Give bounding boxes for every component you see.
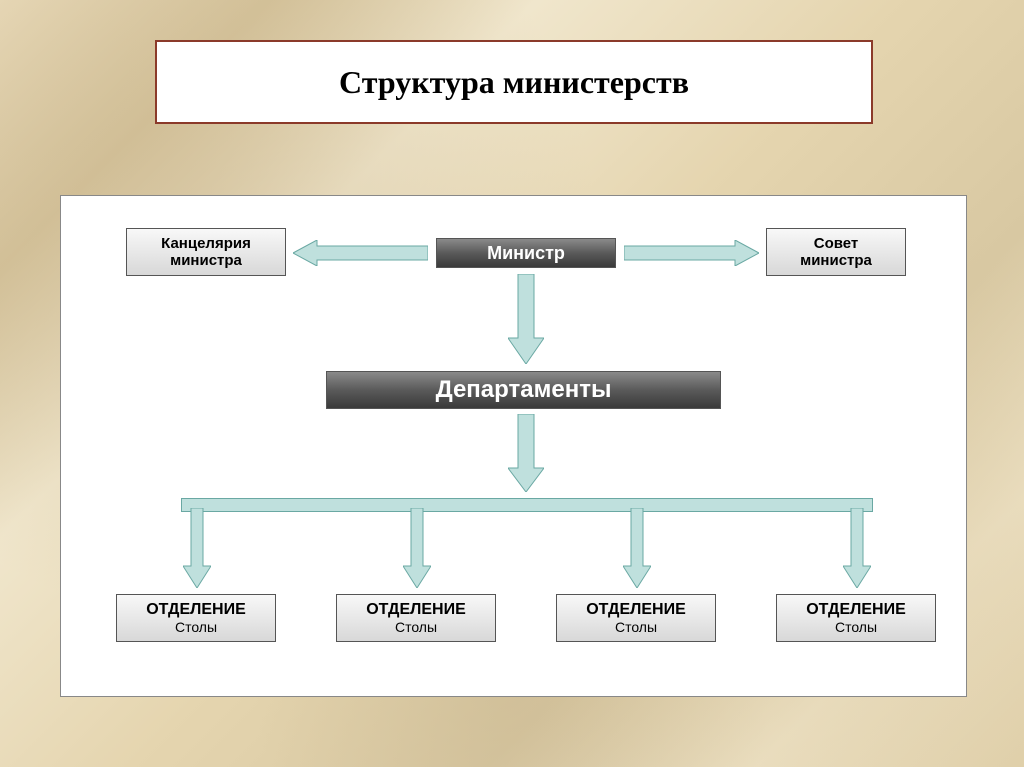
arrow-down-1 bbox=[508, 274, 544, 364]
node-dept-2: ОТДЕЛЕНИЕ Столы bbox=[336, 594, 496, 642]
label-chancellery-bottom: министра bbox=[170, 252, 242, 269]
title-box: Структура министерств bbox=[155, 40, 873, 124]
label-council-top: Совет bbox=[814, 235, 859, 252]
page-title: Структура министерств bbox=[339, 64, 689, 101]
node-dept-3: ОТДЕЛЕНИЕ Столы bbox=[556, 594, 716, 642]
org-chart: Министр Канцелярия министра Совет минист… bbox=[60, 195, 967, 697]
arrow-dept-3 bbox=[623, 508, 651, 588]
node-dept-4: ОТДЕЛЕНИЕ Столы bbox=[776, 594, 936, 642]
label-minister: Министр bbox=[487, 243, 565, 264]
label-departments: Департаменты bbox=[436, 376, 612, 404]
label-dept3-bottom: Столы bbox=[615, 619, 657, 635]
node-minister: Министр bbox=[436, 238, 616, 268]
arrow-right bbox=[624, 240, 759, 266]
arrow-dept-4 bbox=[843, 508, 871, 588]
label-dept3-top: ОТДЕЛЕНИЕ bbox=[586, 601, 686, 619]
label-dept2-top: ОТДЕЛЕНИЕ bbox=[366, 601, 466, 619]
arrow-left bbox=[293, 240, 428, 266]
label-chancellery-top: Канцелярия bbox=[161, 235, 251, 252]
label-dept4-top: ОТДЕЛЕНИЕ bbox=[806, 601, 906, 619]
label-dept1-bottom: Столы bbox=[175, 619, 217, 635]
label-dept1-top: ОТДЕЛЕНИЕ bbox=[146, 601, 246, 619]
node-council: Совет министра bbox=[766, 228, 906, 276]
arrow-dept-2 bbox=[403, 508, 431, 588]
arrow-dept-1 bbox=[183, 508, 211, 588]
node-departments: Департаменты bbox=[326, 371, 721, 409]
label-council-bottom: министра bbox=[800, 252, 872, 269]
distribution-line bbox=[181, 498, 873, 512]
node-chancellery: Канцелярия министра bbox=[126, 228, 286, 276]
label-dept4-bottom: Столы bbox=[835, 619, 877, 635]
node-dept-1: ОТДЕЛЕНИЕ Столы bbox=[116, 594, 276, 642]
label-dept2-bottom: Столы bbox=[395, 619, 437, 635]
arrow-down-2 bbox=[508, 414, 544, 492]
